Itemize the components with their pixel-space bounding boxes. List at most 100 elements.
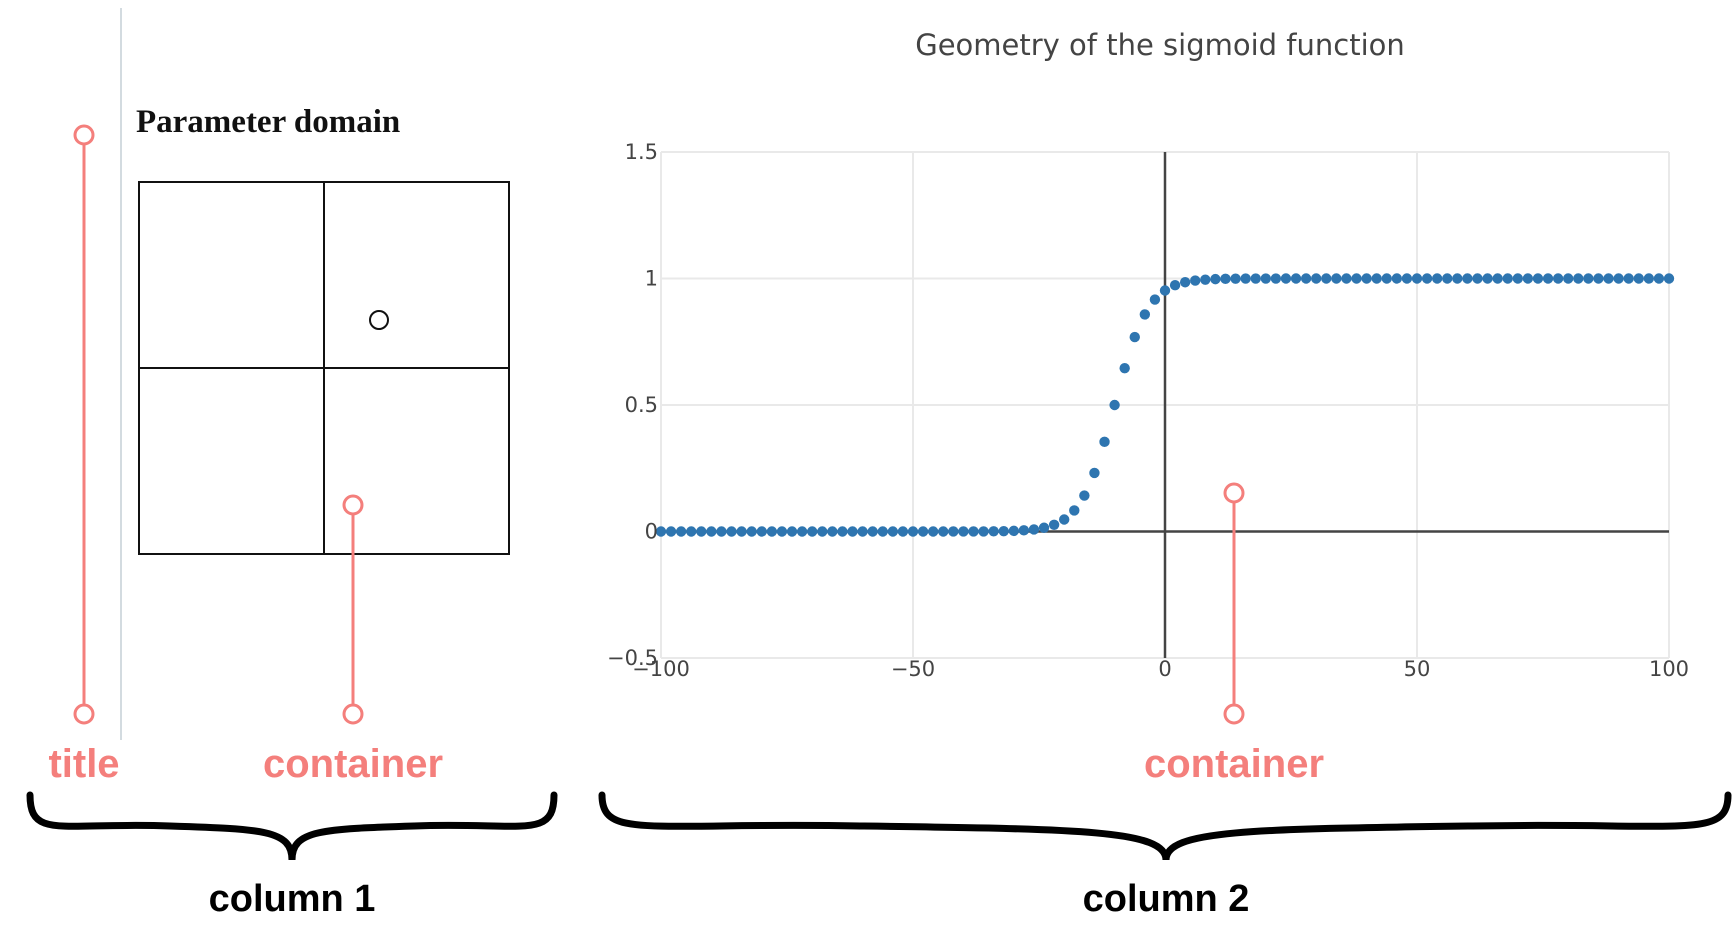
data-point [736, 526, 747, 537]
data-point [716, 526, 727, 537]
data-point [927, 526, 939, 537]
data-point [1210, 273, 1221, 285]
data-point [1391, 273, 1403, 284]
x-tick-label: −50 [891, 657, 935, 681]
data-point [807, 526, 818, 537]
data-point [1190, 275, 1201, 286]
data-point [998, 525, 1009, 537]
annotation-container1-label: container [262, 742, 444, 786]
data-point [1048, 519, 1060, 530]
data-point [1603, 273, 1614, 284]
x-tick-label: 50 [1404, 657, 1431, 681]
chart-points [655, 273, 1675, 537]
data-point [837, 526, 848, 537]
y-tick-label: 1.5 [625, 140, 658, 164]
data-point [1492, 273, 1503, 284]
data-point [1230, 273, 1241, 284]
data-point [1431, 273, 1443, 284]
data-point [988, 526, 999, 537]
data-point [847, 526, 858, 537]
data-point [1159, 285, 1171, 296]
data-point [1472, 273, 1483, 284]
data-point [1421, 273, 1433, 284]
data-point [766, 526, 778, 537]
data-point [1593, 273, 1604, 284]
data-point [1179, 277, 1191, 288]
parameter-handle[interactable] [369, 310, 389, 330]
y-tick-label: 0 [645, 520, 658, 544]
data-point [1663, 273, 1675, 284]
data-point [1341, 273, 1352, 284]
data-point [746, 526, 757, 537]
y-tick-label: 0.5 [625, 393, 658, 417]
data-point [1623, 273, 1634, 284]
data-point [1008, 525, 1019, 537]
data-point [1542, 273, 1554, 284]
data-point [1149, 294, 1161, 305]
chart-title: Geometry of the sigmoid function [915, 28, 1405, 62]
data-point [817, 526, 828, 537]
data-point [655, 526, 667, 537]
data-point [1311, 273, 1322, 284]
data-point [1018, 525, 1030, 536]
data-point [827, 526, 838, 537]
data-point [1038, 522, 1050, 533]
data-point [1462, 273, 1473, 284]
data-point [1401, 273, 1413, 284]
data-point [887, 526, 899, 537]
data-point [1452, 273, 1463, 284]
annotation-container2-label: container [1143, 742, 1325, 786]
data-point [1028, 524, 1040, 535]
data-point [1361, 273, 1372, 284]
data-point [726, 526, 737, 537]
column2-label: column 2 [1082, 878, 1250, 920]
data-point [1069, 505, 1080, 516]
data-point [938, 526, 949, 537]
y-tick-label: 1 [645, 267, 658, 291]
annotation-title-marker [73, 124, 95, 725]
data-point [1381, 273, 1392, 284]
data-point [1260, 273, 1272, 284]
data-point [1583, 273, 1594, 284]
data-point [1633, 273, 1644, 284]
data-point [1502, 273, 1513, 284]
data-point [1270, 273, 1282, 284]
data-point [675, 526, 687, 537]
data-point [706, 526, 717, 537]
y-tick-label: −0.5 [607, 646, 658, 670]
data-point [1059, 514, 1070, 525]
data-point [1321, 273, 1332, 284]
data-point [867, 526, 878, 537]
column2-brace [598, 791, 1732, 861]
data-point [1280, 273, 1292, 284]
annotation-container1-marker [342, 494, 364, 725]
column1-label: column 1 [208, 878, 376, 920]
x-tick-label: 0 [1158, 657, 1171, 681]
data-point [1411, 273, 1423, 284]
data-point [1220, 273, 1231, 285]
data-point [1119, 362, 1130, 374]
annotation-title-label: title [48, 742, 120, 786]
data-point [1300, 273, 1312, 284]
column1-brace [26, 791, 558, 861]
parameter-domain-title: Parameter domain [136, 104, 401, 140]
parameter-domain[interactable] [138, 181, 510, 555]
data-point [968, 526, 979, 537]
data-point [686, 526, 697, 537]
data-point [1139, 309, 1151, 320]
data-point [1099, 436, 1110, 448]
data-point [786, 526, 798, 537]
data-point [1129, 331, 1140, 343]
data-point [1613, 273, 1624, 284]
data-point [907, 526, 919, 537]
data-point [756, 526, 767, 537]
x-tick-label: 100 [1649, 657, 1689, 681]
x-tick-label: −100 [632, 657, 690, 681]
data-point [1109, 399, 1120, 411]
data-point [1079, 490, 1090, 501]
data-point [897, 526, 909, 537]
data-point [1482, 273, 1493, 284]
data-point [1573, 273, 1584, 284]
